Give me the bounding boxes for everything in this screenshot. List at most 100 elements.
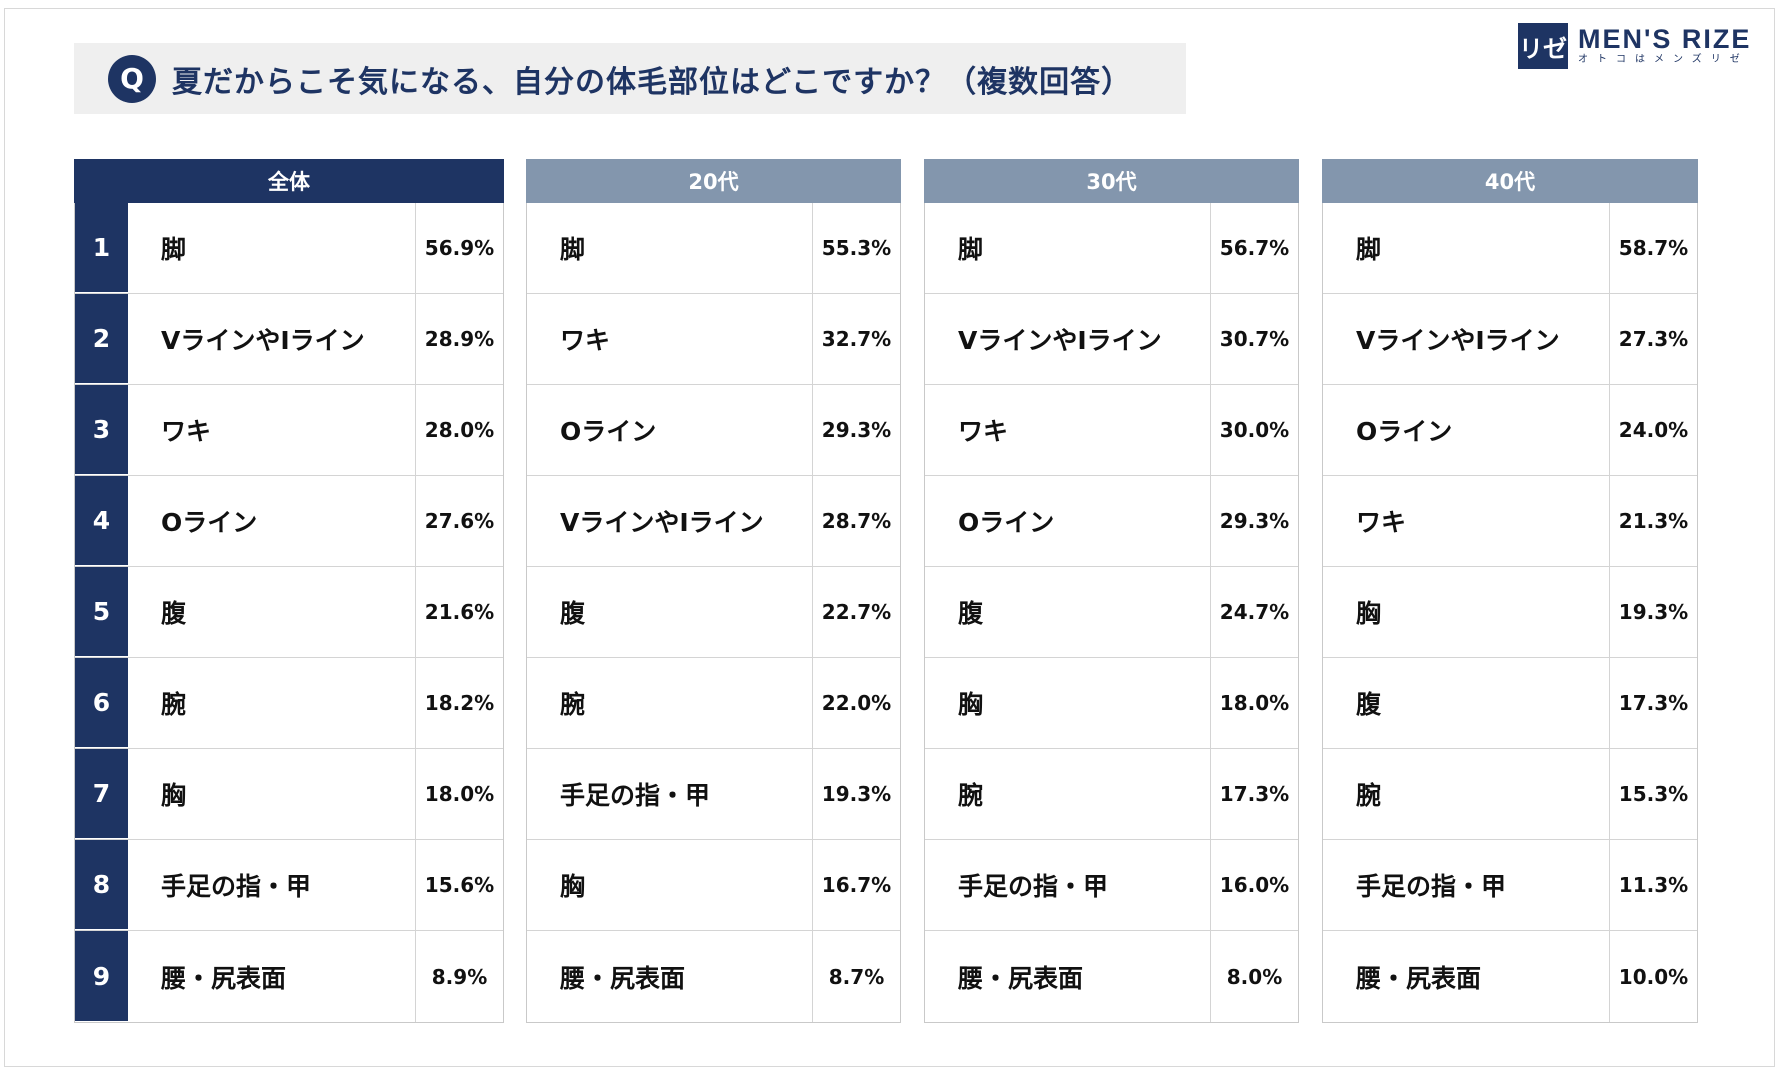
percentage-value: 16.0% xyxy=(1210,840,1298,930)
percentage-value: 22.7% xyxy=(812,567,900,657)
percentage-value: 32.7% xyxy=(812,294,900,384)
body-part-label: 胸 xyxy=(560,872,586,901)
percentage-value: 55.3% xyxy=(812,203,900,293)
brand-logo: リゼ MEN'S RIZE オトコはメンズリゼ xyxy=(1518,22,1751,70)
body-part-label: Oライン xyxy=(560,417,657,446)
table-row: VラインやIライン 28.7% xyxy=(527,476,900,567)
slide-frame xyxy=(4,8,1775,1067)
question-banner: Q 夏だからこそ気になる、自分の体毛部位はどこですか？（複数回答） xyxy=(74,43,1186,114)
percentage-value: 21.6% xyxy=(415,567,503,657)
percentage-value: 30.7% xyxy=(1210,294,1298,384)
body-part-label: Oライン xyxy=(161,508,258,537)
table-row: 腹 24.7% xyxy=(925,567,1298,658)
percentage-value: 17.3% xyxy=(1210,749,1298,839)
panel-header: 全体 xyxy=(74,159,504,203)
percentage-value: 17.3% xyxy=(1609,658,1697,748)
table-row: VラインやIライン 27.3% xyxy=(1323,294,1697,385)
percentage-value: 11.3% xyxy=(1609,840,1697,930)
table-row: 腰・尻表面 8.7% xyxy=(527,931,900,1023)
table-row: 手足の指・甲 19.3% xyxy=(527,749,900,840)
percentage-value: 21.3% xyxy=(1609,476,1697,566)
percentage-value: 56.7% xyxy=(1210,203,1298,293)
panel-header: 20代 xyxy=(526,159,901,203)
table-row: 3 ワキ 28.0% xyxy=(75,385,503,476)
rank-number: 9 xyxy=(75,931,128,1022)
table-row: 9 腰・尻表面 8.9% xyxy=(75,931,503,1023)
table-row: 脚 56.7% xyxy=(925,203,1298,294)
rank-number: 6 xyxy=(75,658,128,748)
body-part-label: 腹 xyxy=(161,599,187,628)
table-row: 腹 22.7% xyxy=(527,567,900,658)
body-part-label: 腕 xyxy=(161,690,187,719)
rank-number: 3 xyxy=(75,385,128,475)
ranking-panel: 30代脚 56.7% VラインやIライン 30.7% ワキ 30.0% Oライン 29.3% 腹… xyxy=(924,159,1299,1023)
table-row: ワキ 30.0% xyxy=(925,385,1298,476)
table-row: 腕 15.3% xyxy=(1323,749,1697,840)
percentage-value: 15.3% xyxy=(1609,749,1697,839)
table-row: 手足の指・甲 16.0% xyxy=(925,840,1298,931)
table-row: VラインやIライン 30.7% xyxy=(925,294,1298,385)
body-part-label: 手足の指・甲 xyxy=(958,872,1109,901)
body-part-label: 胸 xyxy=(161,781,187,810)
percentage-value: 56.9% xyxy=(415,203,503,293)
percentage-value: 24.0% xyxy=(1609,385,1697,475)
table-row: 胸 18.0% xyxy=(925,658,1298,749)
panel-header: 30代 xyxy=(924,159,1299,203)
percentage-value: 28.9% xyxy=(415,294,503,384)
body-part-label: 脚 xyxy=(958,235,984,264)
percentage-value: 27.6% xyxy=(415,476,503,566)
body-part-label: 腹 xyxy=(560,599,586,628)
body-part-label: ワキ xyxy=(560,326,611,355)
body-part-label: ワキ xyxy=(1356,508,1407,537)
table-row: 腹 17.3% xyxy=(1323,658,1697,749)
percentage-value: 19.3% xyxy=(812,749,900,839)
table-row: 腰・尻表面 8.0% xyxy=(925,931,1298,1023)
body-part-label: VラインやIライン xyxy=(1356,326,1560,355)
percentage-value: 24.7% xyxy=(1210,567,1298,657)
ranking-panel: 20代脚 55.3% ワキ 32.7% Oライン 29.3% VラインやIライン 28.7% 腹… xyxy=(526,159,901,1023)
logo-name: MEN'S RIZE xyxy=(1578,24,1752,54)
percentage-value: 18.2% xyxy=(415,658,503,748)
body-part-label: 手足の指・甲 xyxy=(161,872,312,901)
table-row: Oライン 29.3% xyxy=(527,385,900,476)
body-part-label: 脚 xyxy=(161,235,187,264)
body-part-label: 腰・尻表面 xyxy=(161,963,287,993)
percentage-value: 29.3% xyxy=(812,385,900,475)
body-part-label: Oライン xyxy=(1356,417,1453,446)
table-row: 2 VラインやIライン 28.9% xyxy=(75,294,503,385)
body-part-label: 腹 xyxy=(958,599,984,628)
question-text: 夏だからこそ気になる、自分の体毛部位はどこですか？（複数回答） xyxy=(172,64,1133,100)
percentage-value: 8.9% xyxy=(415,931,503,1022)
body-part-label: 腕 xyxy=(560,690,586,719)
percentage-value: 22.0% xyxy=(812,658,900,748)
percentage-value: 27.3% xyxy=(1609,294,1697,384)
rank-number: 2 xyxy=(75,294,128,384)
percentage-value: 10.0% xyxy=(1609,931,1697,1022)
body-part-label: Oライン xyxy=(958,508,1055,537)
ranking-panel: 40代脚 58.7% VラインやIライン 27.3% Oライン 24.0% ワキ 21.3% 胸… xyxy=(1322,159,1698,1023)
body-part-label: 脚 xyxy=(560,235,586,264)
table-row: Oライン 24.0% xyxy=(1323,385,1697,476)
rank-number: 4 xyxy=(75,476,128,566)
percentage-value: 28.7% xyxy=(812,476,900,566)
body-part-label: ワキ xyxy=(958,417,1009,446)
table-row: 胸 19.3% xyxy=(1323,567,1697,658)
percentage-value: 58.7% xyxy=(1609,203,1697,293)
body-part-label: VラインやIライン xyxy=(958,326,1162,355)
table-row: 脚 58.7% xyxy=(1323,203,1697,294)
table-row: 腰・尻表面 10.0% xyxy=(1323,931,1697,1023)
question-badge: Q xyxy=(108,54,156,103)
percentage-value: 29.3% xyxy=(1210,476,1298,566)
body-part-label: 手足の指・甲 xyxy=(1356,872,1507,901)
body-part-label: 腰・尻表面 xyxy=(560,963,686,993)
table-row: 胸 16.7% xyxy=(527,840,900,931)
table-row: 4 Oライン 27.6% xyxy=(75,476,503,567)
percentage-value: 8.7% xyxy=(812,931,900,1022)
ranking-panel: 全体 1 脚 56.9% 2 VラインやIライン 28.9% 3 ワキ 28.0% 4 Oライン 27.… xyxy=(74,159,504,1023)
percentage-value: 19.3% xyxy=(1609,567,1697,657)
percentage-value: 18.0% xyxy=(415,749,503,839)
body-part-label: 腕 xyxy=(1356,781,1382,810)
body-part-label: ワキ xyxy=(161,417,212,446)
table-row: Oライン 29.3% xyxy=(925,476,1298,567)
body-part-label: 胸 xyxy=(1356,599,1382,628)
